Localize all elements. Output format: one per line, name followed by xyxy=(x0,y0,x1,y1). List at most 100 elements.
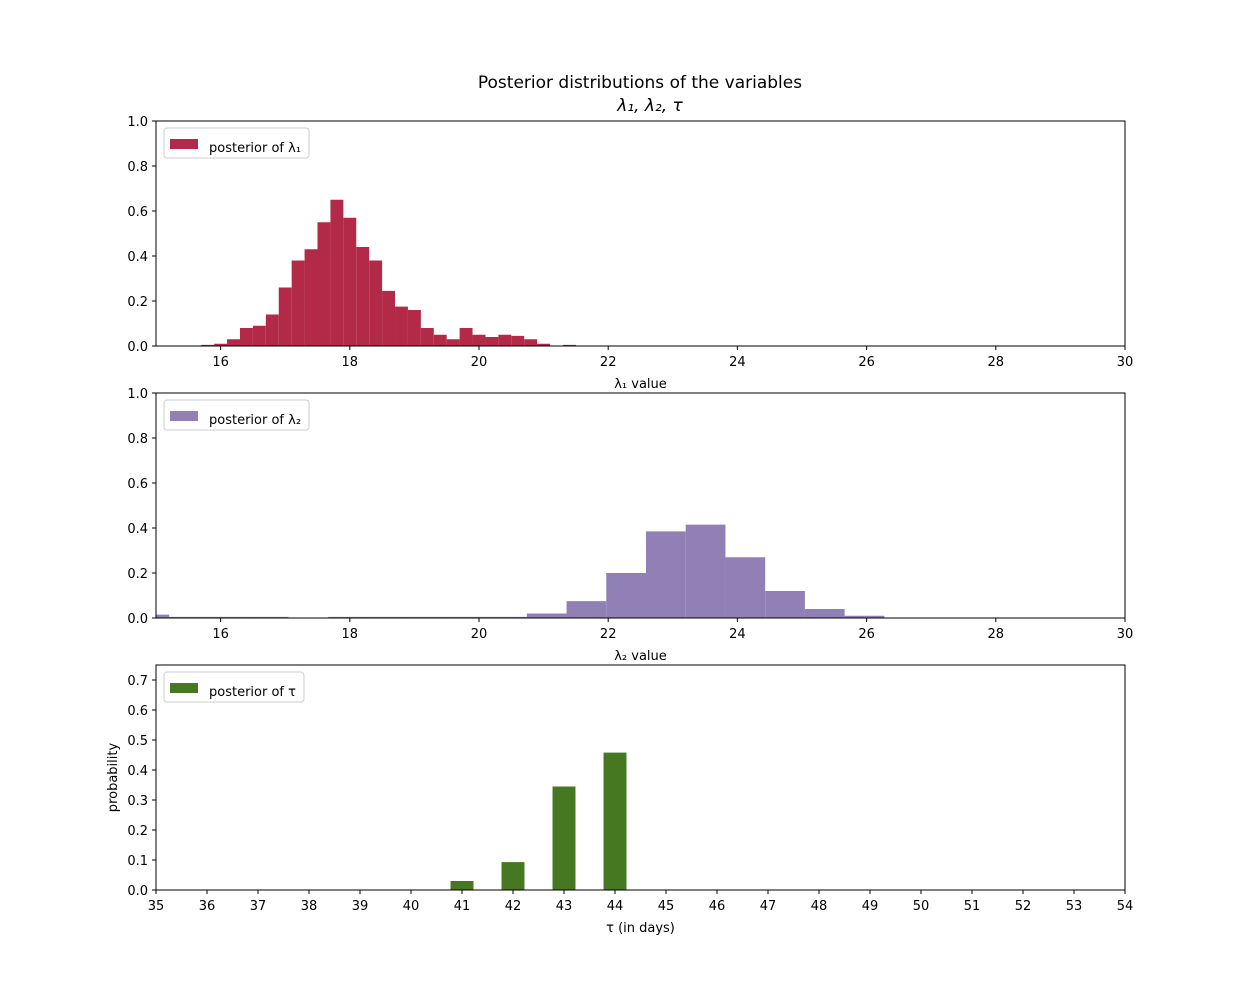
histogram-bar xyxy=(498,334,512,346)
y-tick-label: 0.2 xyxy=(127,567,148,582)
histogram-bar xyxy=(472,334,486,346)
x-tick-label: 43 xyxy=(556,899,573,914)
histogram-bar xyxy=(169,616,209,618)
legend-label: posterior of λ₂ xyxy=(209,413,301,428)
histogram-bar xyxy=(343,217,357,346)
histogram-bar xyxy=(606,573,646,618)
histogram-bar xyxy=(330,199,344,346)
x-tick-label: 51 xyxy=(964,899,981,914)
x-tick-label: 44 xyxy=(607,899,624,914)
histogram-bar xyxy=(201,344,215,346)
histogram-bar xyxy=(367,616,408,618)
x-tick-label: 20 xyxy=(471,627,488,642)
x-tick-label: 47 xyxy=(760,899,777,914)
histogram-bar xyxy=(156,614,170,618)
legend-label: posterior of τ xyxy=(209,685,296,700)
bar-group xyxy=(450,752,627,890)
x-tick-label: 42 xyxy=(505,899,522,914)
axes-frame xyxy=(155,392,1126,619)
x-tick-label: 54 xyxy=(1117,899,1134,914)
histogram-bar xyxy=(227,339,240,346)
y-tick-label: 0.1 xyxy=(127,854,148,869)
x-tick-label: 20 xyxy=(471,355,488,370)
y-tick-label: 0.4 xyxy=(127,250,148,265)
x-tick-label: 18 xyxy=(342,627,359,642)
x-tick-label: 46 xyxy=(709,899,726,914)
histogram-bar xyxy=(552,786,576,890)
histogram-bar xyxy=(725,557,766,618)
legend-label: posterior of λ₁ xyxy=(209,141,301,156)
histogram-bar xyxy=(278,287,292,346)
x-tick-label: 36 xyxy=(199,899,216,914)
histogram-bar xyxy=(304,249,318,346)
histogram-bar xyxy=(804,609,845,618)
histogram-bar xyxy=(603,752,627,890)
legend: posterior of τ xyxy=(163,671,305,703)
figure-title-line1: Posterior distributions of the variables xyxy=(478,73,802,93)
x-tick-label: 41 xyxy=(454,899,471,914)
x-tick-label: 40 xyxy=(403,899,420,914)
histogram-bar xyxy=(433,334,447,346)
y-tick-label: 0.7 xyxy=(127,674,148,689)
x-tick-label: 24 xyxy=(729,355,746,370)
bar-group xyxy=(201,199,576,346)
histogram-bar xyxy=(239,328,253,346)
histogram-bar xyxy=(566,601,607,618)
tau-bar-panel: 35 36 37 38 39 40 41 42 43 44 45 46 47 48 49 50 51 52 53 54… xyxy=(106,664,1134,936)
y-tick-label: 0.2 xyxy=(127,295,148,310)
y-tick-label: 0.0 xyxy=(127,340,148,355)
histogram-bar xyxy=(685,524,726,618)
x-axis-label: λ₂ value xyxy=(614,649,667,664)
x-axis-label: τ (in days) xyxy=(606,921,675,936)
y-tick-label: 0.0 xyxy=(127,884,148,899)
y-tick-label: 1.0 xyxy=(127,115,148,130)
histogram-bar xyxy=(291,260,305,346)
lambda1-histogram-panel: 16 18 20 22 24 26 28 30 0.0 0.2 0.4 0.6 0.8 1.0 λ₁ val… xyxy=(127,115,1133,392)
x-tick-label: 30 xyxy=(1117,355,1134,370)
legend-swatch xyxy=(170,411,198,421)
histogram-bar xyxy=(645,531,686,618)
x-tick-label: 38 xyxy=(301,899,318,914)
y-tick-label: 0.8 xyxy=(127,432,148,447)
x-tick-label: 35 xyxy=(148,899,165,914)
histogram-bar xyxy=(395,306,408,346)
histogram-bar xyxy=(511,335,525,346)
y-tick-label: 0.5 xyxy=(127,734,148,749)
legend-swatch xyxy=(170,683,198,693)
x-tick-label: 28 xyxy=(988,627,1005,642)
x-tick-label: 37 xyxy=(250,899,267,914)
x-tick-label: 22 xyxy=(600,627,617,642)
y-axis-label: probability xyxy=(106,743,121,813)
y-tick-label: 0.2 xyxy=(127,824,148,839)
histogram-bar xyxy=(317,222,331,346)
y-tick-label: 0.3 xyxy=(127,794,148,809)
x-tick-label: 24 xyxy=(729,627,746,642)
histogram-bar xyxy=(537,343,551,346)
legend: posterior of λ₁ xyxy=(163,127,310,159)
x-tick-label: 50 xyxy=(913,899,930,914)
histogram-bar xyxy=(382,290,396,346)
histogram-bar xyxy=(524,339,538,346)
y-tick-label: 0.4 xyxy=(127,522,148,537)
histogram-bar xyxy=(526,613,567,618)
x-tick-label: 48 xyxy=(811,899,828,914)
x-tick-label: 45 xyxy=(658,899,675,914)
x-tick-label: 16 xyxy=(212,627,229,642)
histogram-bar xyxy=(501,862,525,890)
x-tick-label: 39 xyxy=(352,899,369,914)
legend-box xyxy=(163,399,310,431)
histogram-bar xyxy=(252,325,266,346)
histogram-bar xyxy=(356,247,370,346)
lambda2-histogram-panel: 16 18 20 22 24 26 28 30 0.0 0.2 0.4 0.6 0.8 1.0 λ₂ val… xyxy=(127,387,1133,664)
histogram-bar xyxy=(328,616,368,618)
x-tick-label: 53 xyxy=(1066,899,1083,914)
bar-group xyxy=(156,524,885,618)
histogram-bar xyxy=(765,591,805,618)
x-tick-label: 18 xyxy=(342,355,359,370)
x-tick-label: 52 xyxy=(1015,899,1032,914)
legend: posterior of λ₂ xyxy=(163,399,310,431)
y-tick-label: 1.0 xyxy=(127,387,148,402)
x-tick-label: 49 xyxy=(862,899,879,914)
x-tick-label: 16 xyxy=(212,355,229,370)
